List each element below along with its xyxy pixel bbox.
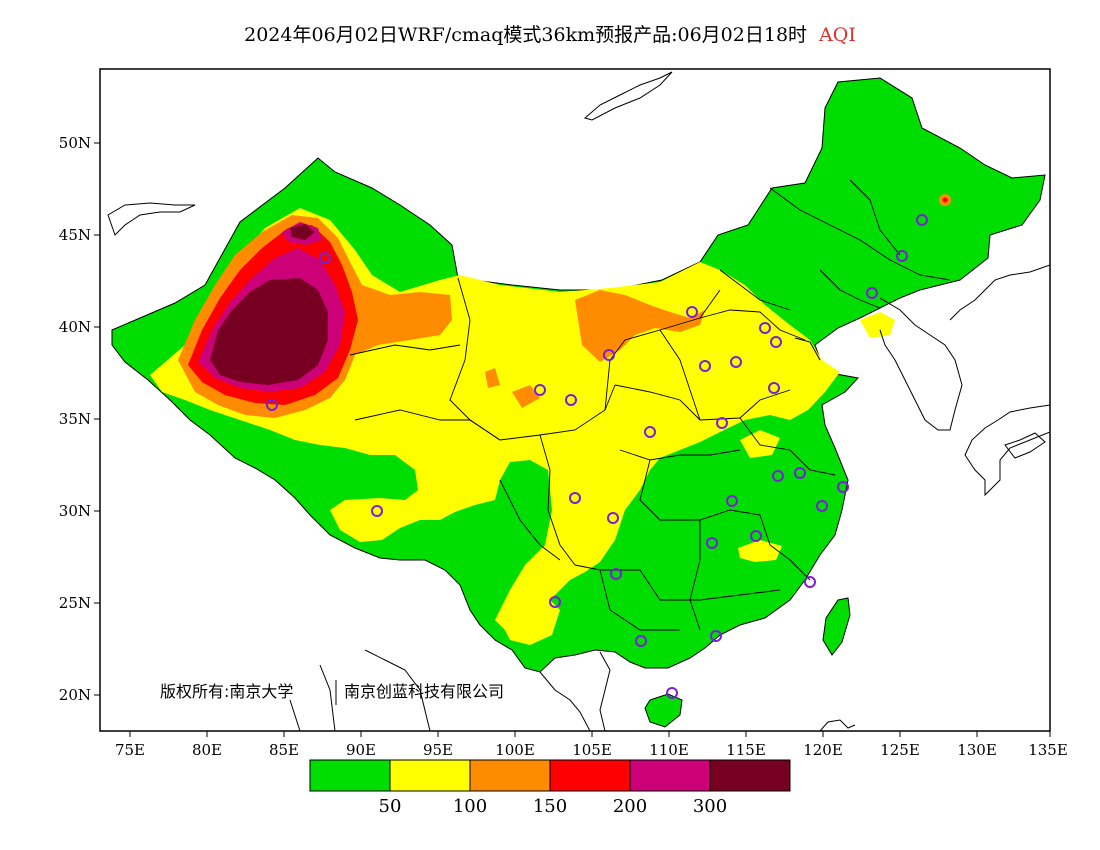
legend-swatch-hazardous [709, 759, 791, 792]
y-tick-label: 50N [59, 134, 91, 152]
island-taiwan [822, 597, 851, 656]
legend-swatch-moderate [389, 759, 471, 792]
map-title: 2024年06月02日WRF/cmaq模式36km预报产品:06月02日18时 A… [0, 20, 1100, 47]
x-axis [129, 731, 1051, 737]
city-marker [666, 687, 678, 699]
x-tick-label: 130E [957, 741, 997, 759]
city-marker [610, 568, 622, 580]
city-marker [730, 356, 742, 368]
x-tick-labels: 75E 80E 85E 90E 95E 100E 105E 110E 115E … [115, 741, 1068, 759]
city-marker [794, 467, 806, 479]
x-tick-label: 90E [346, 741, 376, 759]
city-marker [699, 360, 711, 372]
aqi-blob-small-orange-2 [485, 368, 500, 388]
city-marker [710, 630, 722, 642]
city-marker [804, 576, 816, 588]
aqi-blob-central-orange [575, 290, 705, 362]
city-markers [266, 214, 928, 699]
city-marker [837, 481, 849, 493]
aqi-legend: 50 100 150 200 300 [309, 759, 791, 817]
legend-swatch-sensitive [469, 759, 551, 792]
x-tick-label: 120E [803, 741, 843, 759]
legend-label: 300 [693, 796, 727, 817]
city-marker [603, 349, 615, 361]
city-marker [916, 214, 928, 226]
aqi-hotspot-ne-core [942, 197, 948, 203]
city-marker [770, 336, 782, 348]
legend-label: 50 [379, 796, 402, 817]
legend-swatch-good [309, 759, 391, 792]
aqi-blob-sw-yellow [500, 595, 560, 645]
aqi-blob-small-orange [512, 385, 540, 408]
city-marker [816, 500, 828, 512]
city-marker [772, 470, 784, 482]
city-marker [607, 512, 619, 524]
aqi-blob-east-yellow [740, 430, 780, 458]
city-marker [635, 635, 647, 647]
neighbor-boundaries [107, 71, 1050, 731]
title-variable: AQI [819, 24, 856, 46]
province-boundaries [349, 179, 951, 631]
aqi-blob-ne-yellow [860, 312, 895, 338]
x-tick-label: 125E [880, 741, 920, 759]
title-main: 2024年06月02日WRF/cmaq模式36km预报产品:06月02日18时 [244, 24, 808, 46]
x-tick-label: 135E [1028, 741, 1068, 759]
y-tick-label: 45N [59, 226, 91, 244]
city-marker [549, 596, 561, 608]
y-tick-label: 40N [59, 318, 91, 336]
city-marker [534, 384, 546, 396]
city-marker [750, 530, 762, 542]
x-tick-label: 95E [423, 741, 453, 759]
y-tick-label: 30N [59, 502, 91, 520]
x-tick-label: 115E [726, 741, 766, 759]
aqi-region-hazardous [210, 278, 328, 385]
x-tick-label: 100E [495, 741, 535, 759]
copyright-partner: 南京创蓝科技有限公司 [344, 682, 504, 701]
copyright-owner: 版权所有:南京大学 [160, 682, 293, 701]
city-marker [768, 382, 780, 394]
legend-swatch-very-unhealthy [629, 759, 711, 792]
legend-label: 100 [453, 796, 487, 817]
aqi-blob-north-maroon [290, 224, 315, 240]
city-marker [371, 505, 383, 517]
city-marker [266, 399, 278, 411]
y-tick-label: 20N [59, 686, 91, 704]
city-marker [759, 322, 771, 334]
city-marker [866, 287, 878, 299]
y-axis [94, 142, 100, 696]
legend-swatch-unhealthy [549, 759, 631, 792]
y-tick-label: 35N [59, 410, 91, 428]
city-marker [896, 250, 908, 262]
city-marker [565, 394, 577, 406]
city-marker [716, 417, 728, 429]
city-marker [319, 252, 331, 264]
x-tick-label: 110E [649, 741, 689, 759]
city-marker [644, 426, 656, 438]
legend-label: 150 [533, 796, 567, 817]
x-tick-label: 105E [572, 741, 612, 759]
x-tick-label: 80E [192, 741, 222, 759]
city-marker [726, 495, 738, 507]
y-tick-labels: 50N 45N 40N 35N 30N 25N 20N [59, 134, 91, 704]
city-marker [706, 537, 718, 549]
legend-label: 200 [613, 796, 647, 817]
y-tick-label: 25N [59, 594, 91, 612]
island-hainan [644, 693, 683, 728]
x-tick-label: 75E [115, 741, 145, 759]
x-tick-label: 85E [269, 741, 299, 759]
city-marker [686, 306, 698, 318]
china-aqi-field [107, 71, 1050, 731]
city-marker [569, 492, 581, 504]
